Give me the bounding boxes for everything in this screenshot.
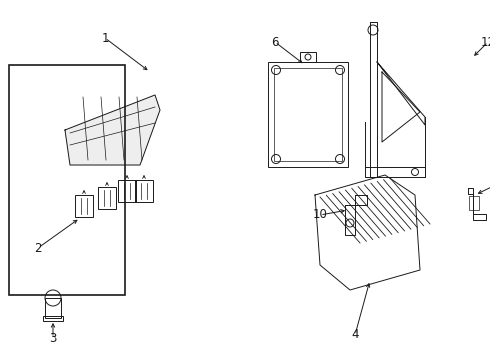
Text: 6: 6	[271, 36, 279, 49]
Text: 1: 1	[101, 31, 109, 45]
Bar	[75, 195, 93, 217]
Bar	[274, 68, 342, 161]
Bar	[98, 187, 116, 209]
Bar	[300, 52, 316, 62]
Text: 2: 2	[34, 242, 42, 255]
Bar	[469, 196, 479, 210]
Bar	[45, 298, 61, 318]
Bar	[135, 180, 153, 202]
Bar	[9, 65, 125, 295]
Polygon shape	[65, 95, 160, 165]
Bar	[268, 62, 348, 167]
Text: 3: 3	[49, 332, 57, 345]
Text: 10: 10	[313, 208, 327, 221]
Text: 4: 4	[351, 328, 359, 342]
Text: 12: 12	[481, 36, 490, 49]
Bar	[43, 316, 63, 321]
Bar	[118, 180, 136, 202]
